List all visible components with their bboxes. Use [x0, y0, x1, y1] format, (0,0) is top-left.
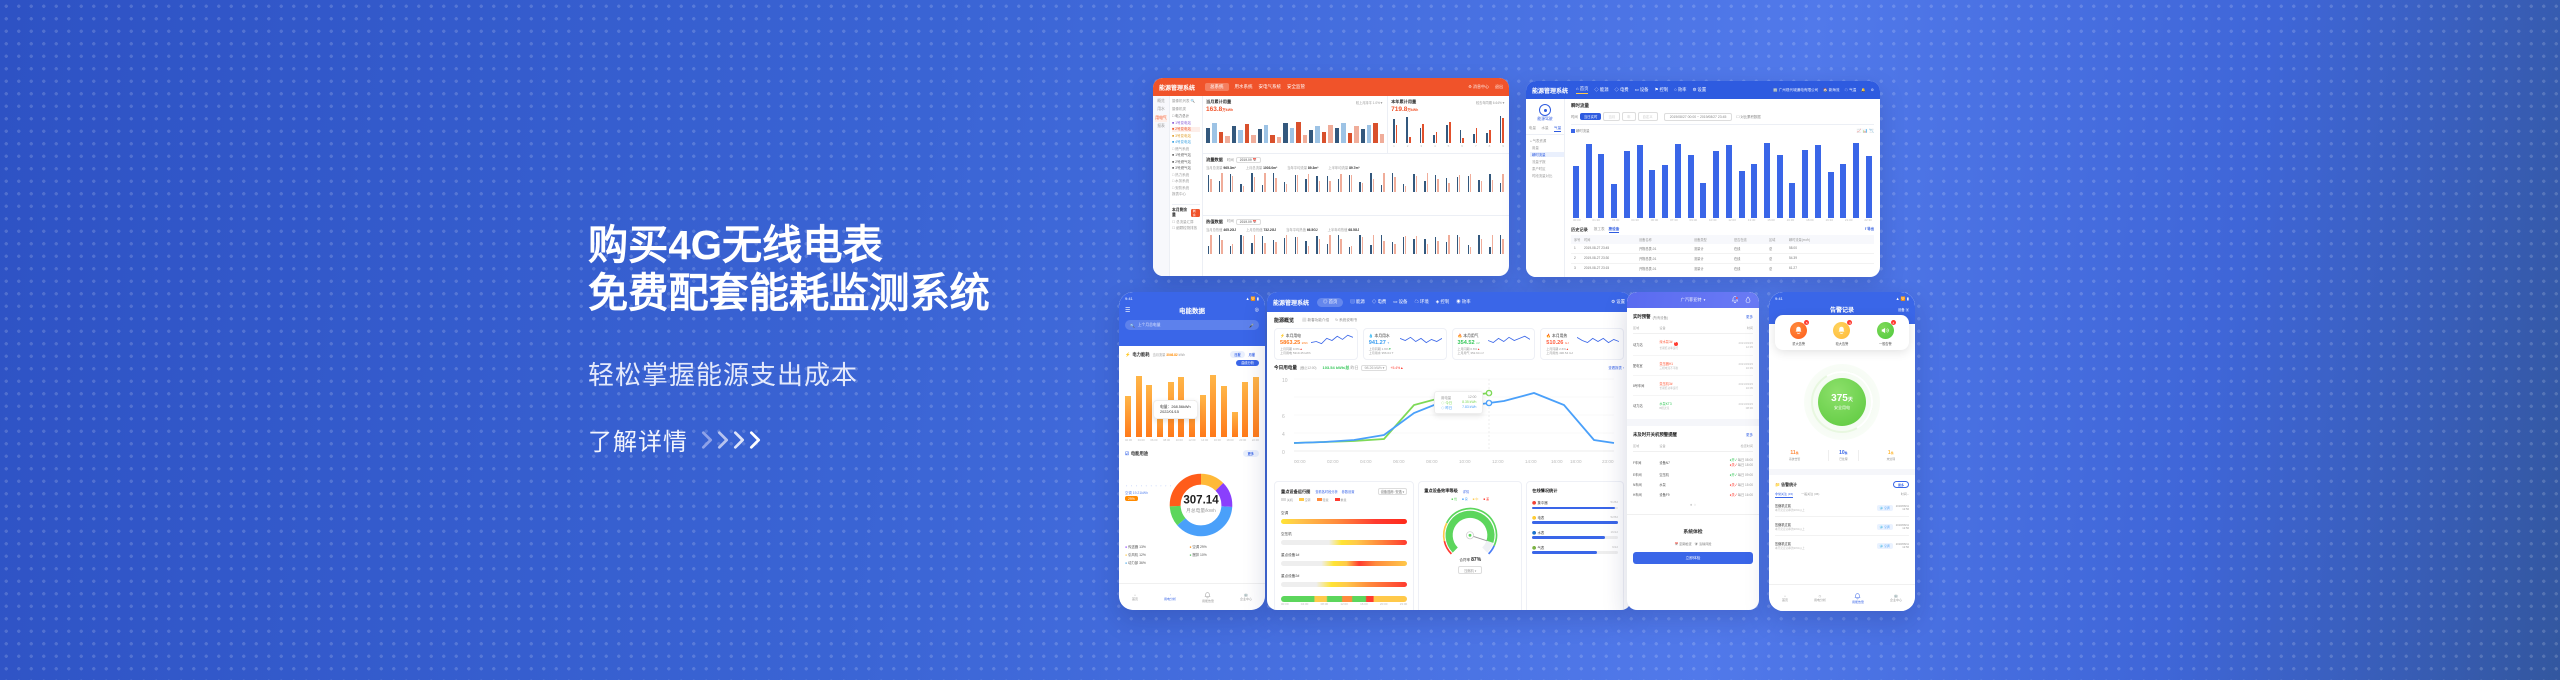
svg-text:16:00: 16:00 [1551, 459, 1563, 464]
svg-text:02:00: 02:00 [1327, 459, 1339, 464]
svg-text:04:00: 04:00 [1360, 459, 1372, 464]
svg-text:月总电量/kWh: 月总电量/kWh [1186, 507, 1216, 514]
svg-text:08:00: 08:00 [1426, 459, 1438, 464]
svg-text:10: 10 [1282, 378, 1288, 384]
svg-text:12:00: 12:00 [1492, 459, 1504, 464]
svg-text:18:00: 18:00 [1570, 459, 1582, 464]
svg-text:6: 6 [1282, 414, 1285, 420]
svg-text:06:00: 06:00 [1393, 459, 1405, 464]
svg-text:10:00: 10:00 [1459, 459, 1471, 464]
svg-text:0: 0 [1282, 450, 1285, 456]
svg-text:14:00: 14:00 [1525, 459, 1537, 464]
svg-text:23:00: 23:00 [1602, 459, 1614, 464]
svg-text:00:00: 00:00 [1294, 459, 1306, 464]
svg-text:307.14: 307.14 [1183, 495, 1219, 507]
svg-text:4: 4 [1282, 432, 1285, 438]
